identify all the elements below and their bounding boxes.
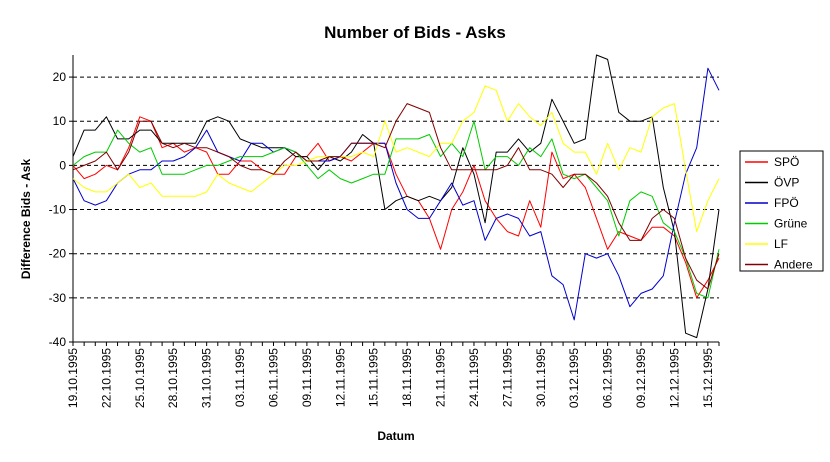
x-tick-label: 21.11.1995 [434, 348, 448, 407]
x-tick-label: 12.12.1995 [667, 348, 681, 408]
y-tick-label: -10 [49, 203, 67, 217]
series-line-lf [72, 85, 720, 233]
grid [73, 76, 719, 299]
y-tick-label: 0 [59, 158, 66, 172]
legend-items: SPÖ ÖVP FPÖ Grüne LF Andere [745, 155, 813, 272]
series-lines [72, 54, 720, 339]
x-tick-label: 12.11.1995 [333, 348, 347, 407]
y-tick-label: -30 [49, 291, 67, 305]
x-tick-label: 18.11.1995 [400, 348, 414, 407]
x-tick-label: 09.11.1995 [300, 348, 314, 407]
legend-label: SPÖ [774, 155, 799, 169]
y-axis-label: Difference Bids - Ask [19, 159, 33, 280]
x-tick-label: 06.12.1995 [601, 348, 615, 408]
axes [69, 55, 720, 346]
x-tick-label: 03.11.1995 [233, 348, 247, 407]
series-line-andere [72, 103, 720, 290]
legend-label: FPÖ [774, 196, 799, 210]
y-tick-label: -20 [49, 247, 67, 261]
y-tick-labels: -40 -30 -20 -10 0 10 20 [49, 70, 67, 349]
y-tick-label: 20 [53, 70, 67, 84]
x-axis-label: Datum [377, 429, 414, 443]
x-tick-label: 27.11.1995 [500, 348, 514, 407]
legend-label: Andere [774, 258, 813, 272]
series-line-fpö [72, 67, 720, 321]
x-tick-labels: 19.10.1995 22.10.1995 25.10.1995 28.10.1995… [66, 348, 715, 408]
legend-box [739, 150, 824, 272]
series-line-övp [72, 54, 720, 339]
y-tick-label: -40 [49, 335, 67, 349]
series-line-grüne [72, 120, 720, 299]
x-tick-label: 06.11.1995 [266, 348, 280, 407]
legend: SPÖ ÖVP FPÖ Grüne LF Andere [739, 150, 824, 272]
x-tick-label: 30.11.1995 [534, 348, 548, 407]
legend-label: Grüne [774, 217, 808, 231]
x-tick-label: 31.10.1995 [200, 348, 214, 408]
x-tick-label: 24.11.1995 [467, 348, 481, 407]
legend-label: LF [774, 237, 788, 251]
x-tick-label: 03.12.1995 [567, 348, 581, 408]
series-line-spö [72, 116, 720, 299]
x-tick-label: 28.10.1995 [166, 348, 180, 408]
x-tick-label: 15.12.1995 [701, 348, 715, 408]
x-tick-label: 15.11.1995 [367, 348, 381, 407]
chart-title: Number of Bids - Asks [324, 23, 506, 42]
x-tick-label: 09.12.1995 [634, 348, 648, 408]
y-tick-label: 10 [53, 114, 67, 128]
legend-label: ÖVP [774, 176, 799, 190]
x-tick-label: 19.10.1995 [66, 348, 80, 408]
x-tick-label: 25.10.1995 [133, 348, 147, 408]
x-tick-label: 22.10.1995 [99, 348, 113, 408]
